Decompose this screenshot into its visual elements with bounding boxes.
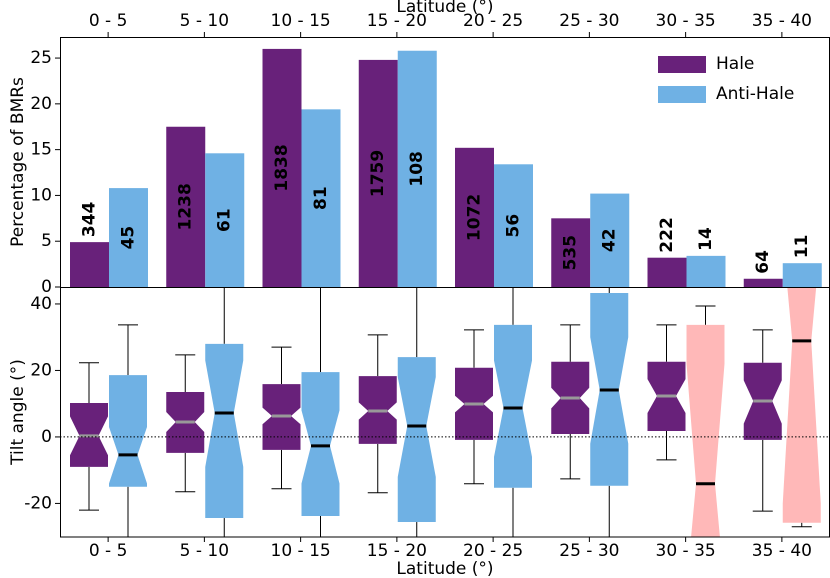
bar <box>397 50 437 287</box>
x-tick-label: 15 - 20 <box>367 11 427 31</box>
bar <box>494 164 533 287</box>
x-tick-label: 30 - 35 <box>656 541 716 561</box>
x-tick-label: 10 - 15 <box>271 11 331 31</box>
bar <box>590 193 630 287</box>
bar <box>109 188 148 287</box>
x-tick-label: 20 - 25 <box>463 11 523 31</box>
y-tick-label: 20 <box>30 360 52 380</box>
notched-box <box>494 324 532 488</box>
notched-box <box>301 372 340 517</box>
notched-box <box>397 357 436 523</box>
bar <box>205 153 245 287</box>
bar <box>551 218 591 287</box>
y-tick-label: 5 <box>41 231 52 251</box>
y-tick-label: 0 <box>41 427 52 447</box>
x-tick-label: 0 - 5 <box>89 11 128 31</box>
count-label: 1072 <box>465 194 485 241</box>
bar <box>647 257 687 287</box>
y-tick-label: 0 <box>41 277 52 297</box>
count-label: 344 <box>80 201 100 237</box>
bar <box>358 59 398 288</box>
count-label: 535 <box>561 235 581 271</box>
box-plot-area <box>70 287 821 537</box>
y-tick-label: 40 <box>30 294 52 314</box>
x-tick-label: 5 - 10 <box>180 11 229 31</box>
x-tick-label: 25 - 30 <box>559 11 619 31</box>
legend-label: Hale <box>716 54 754 74</box>
bar <box>743 278 783 287</box>
count-label: 1238 <box>176 183 196 230</box>
legend-swatch <box>658 56 706 73</box>
x-tick-label: 30 - 35 <box>656 11 716 31</box>
bar <box>455 147 494 287</box>
count-label: 11 <box>792 235 812 259</box>
x-tick-label: 35 - 40 <box>752 541 812 561</box>
count-label: 64 <box>753 250 773 274</box>
bar <box>70 242 109 287</box>
y-tick-label: 15 <box>30 140 52 160</box>
y-tick-label: -20 <box>24 493 52 513</box>
x-tick-label: 0 - 5 <box>89 541 128 561</box>
count-label: 42 <box>600 228 620 252</box>
x-tick-label: 15 - 20 <box>367 541 427 561</box>
count-label: 1838 <box>272 144 292 191</box>
count-label: 14 <box>696 227 716 251</box>
notched-box <box>109 375 147 487</box>
x-tick-label: 35 - 40 <box>752 11 812 31</box>
legend-swatch <box>658 86 706 103</box>
y-tick-label: 25 <box>30 48 52 68</box>
count-label: 108 <box>407 151 427 187</box>
notched-box <box>782 287 821 523</box>
legend-label: Anti-Hale <box>716 84 794 104</box>
bar <box>262 48 302 288</box>
top-x-axis-label: Latitude (°) <box>396 0 493 17</box>
count-label: 45 <box>119 226 139 250</box>
bar <box>166 126 206 287</box>
y-tick-label: 10 <box>30 185 52 205</box>
y-tick-label: 20 <box>30 94 52 114</box>
bottom-x-axis-label: Latitude (°) <box>396 559 493 578</box>
bar <box>686 255 726 287</box>
x-tick-label: 5 - 10 <box>180 541 229 561</box>
count-label: 1759 <box>368 150 388 197</box>
bottom-y-axis-label: Tilt angle (°) <box>8 359 28 466</box>
x-tick-label: 10 - 15 <box>271 541 331 561</box>
notched-box <box>205 343 244 519</box>
top-y-axis-label: Percentage of BMRs <box>8 77 28 247</box>
count-label: 81 <box>311 186 331 210</box>
count-label: 61 <box>215 208 235 232</box>
x-tick-label: 20 - 25 <box>463 541 523 561</box>
count-label: 222 <box>657 217 677 253</box>
count-label: 56 <box>504 214 524 238</box>
x-tick-label: 25 - 30 <box>559 541 619 561</box>
bar <box>782 263 822 287</box>
bar <box>301 109 341 287</box>
